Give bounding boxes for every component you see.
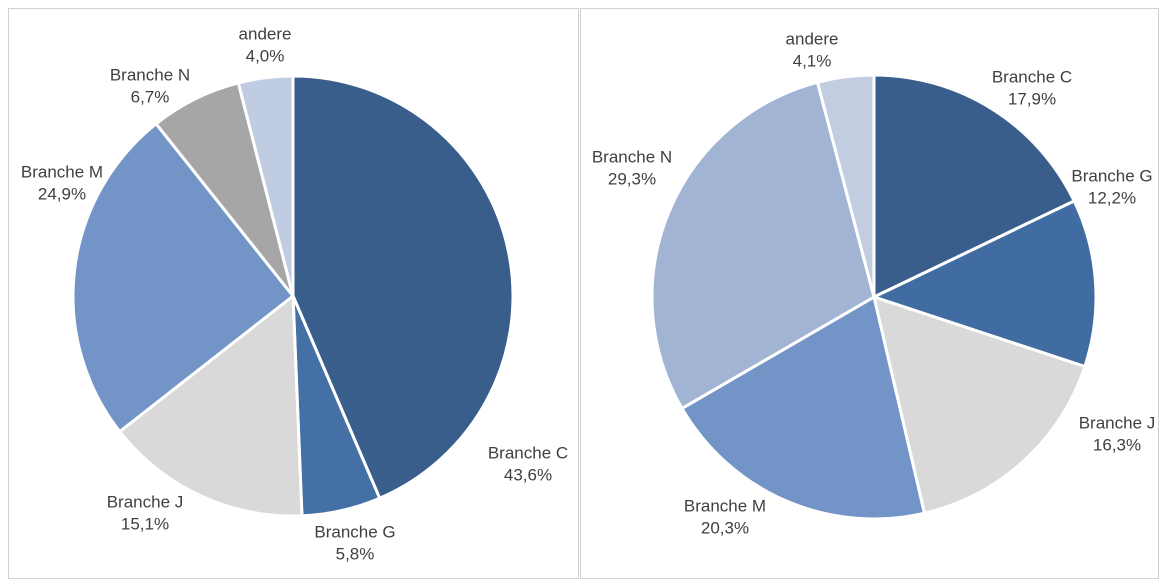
slice-label: Branche M — [684, 496, 766, 515]
slice-value-label: 12,2% — [1088, 188, 1136, 207]
panel-right — [580, 8, 1159, 579]
slice-value-label: 20,3% — [701, 518, 749, 537]
pie-slice — [869, 198, 1098, 369]
pie-slice — [815, 73, 876, 298]
slice-value-label: 6,7% — [131, 87, 170, 106]
slice-value-label: 5,8% — [336, 544, 375, 563]
pie-slice — [871, 294, 1087, 516]
pie-slice — [236, 74, 295, 297]
pie-slice — [872, 73, 1077, 300]
pie-slice — [679, 294, 927, 521]
panel-left — [8, 8, 579, 579]
slice-label: Branche G — [314, 522, 395, 541]
slice-value-label: 16,3% — [1093, 435, 1141, 454]
slice-value-label: 4,0% — [246, 46, 285, 65]
slice-label: Branche N — [592, 147, 672, 166]
pie-slice — [650, 80, 876, 411]
pie-slice — [71, 121, 296, 434]
slice-value-label: 4,1% — [793, 51, 832, 70]
slice-label: Branche C — [488, 443, 568, 462]
slice-label: andere — [239, 24, 292, 43]
slice-value-label: 24,9% — [38, 184, 86, 203]
slice-value-label: 15,1% — [121, 514, 169, 533]
slice-value-label: 43,6% — [504, 465, 552, 484]
slice-label: Branche J — [1079, 413, 1156, 432]
slice-label: Branche N — [110, 65, 190, 84]
slice-label: Branche C — [992, 67, 1072, 86]
slice-label: Branche G — [1071, 166, 1152, 185]
slice-label: andere — [786, 29, 839, 48]
slice-value-label: 17,9% — [1008, 89, 1056, 108]
slice-label: Branche J — [107, 492, 184, 511]
slice-value-label: 29,3% — [608, 169, 656, 188]
slice-label: Branche M — [21, 162, 103, 181]
pie-slice — [117, 293, 304, 518]
pie-slice — [291, 74, 515, 501]
